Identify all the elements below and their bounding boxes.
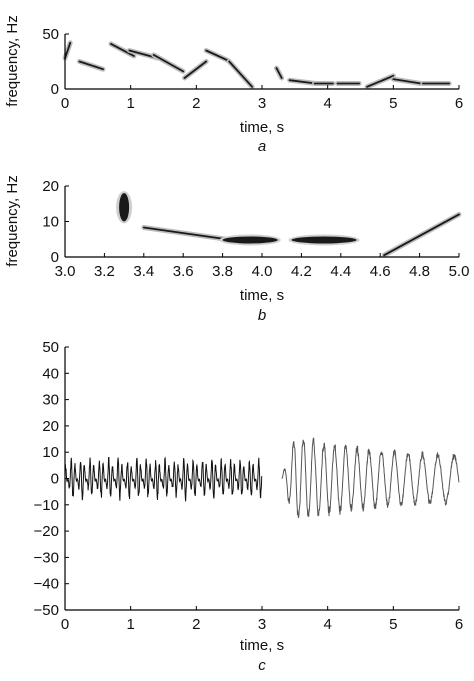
panel-b-xtick-label: 4.0 [252, 263, 273, 280]
panel-c-series-second [281, 437, 460, 518]
panel-c-xlabel: time, s [240, 637, 284, 654]
panel-c-xtick-label: 5 [389, 616, 397, 633]
panel-b-xtick-label: 4.6 [370, 263, 391, 280]
panel-b-xtick-label: 3.6 [173, 263, 194, 280]
panel-b-ytick-label: 10 [42, 214, 59, 231]
panel-a-bg [0, 0, 474, 120]
panel-c-ytick-label: −40 [34, 576, 59, 593]
panel-a-xtick-label: 3 [258, 95, 266, 112]
panel-c-y-ticks: −50 −40 −30 −20 −10 0 10 20 30 40 50 [34, 339, 69, 619]
panel-c-ytick-label: 50 [42, 339, 59, 356]
panel-b-xlabel: time, s [240, 287, 284, 304]
panel-a-ridge [183, 60, 208, 79]
panel-a-x-ticks: 0 1 2 3 4 5 6 [61, 85, 463, 112]
panel-c-xtick-label: 3 [258, 616, 266, 633]
panel-b-ridge [383, 213, 460, 257]
panel-a-y-ticks: 0 50 [42, 26, 69, 98]
panel-a-xtick-label: 5 [389, 95, 397, 112]
panel-b-y-ticks: 0 10 20 [42, 178, 69, 266]
panel-a-ridge [275, 67, 283, 79]
panel-c-ytick-label: −10 [34, 497, 59, 514]
panel-b-xtick-label: 5.0 [449, 263, 470, 280]
panel-c-ytick-label: 0 [51, 471, 59, 488]
panel-a-xlabel: time, s [240, 119, 284, 136]
panel-b-xtick-label: 4.2 [291, 263, 312, 280]
panel-a-ridge [392, 78, 422, 85]
panel-c-ytick-label: 30 [42, 392, 59, 409]
panel-c-caption: c [258, 657, 266, 674]
panel-a-ytick-label: 50 [42, 26, 59, 43]
panel-c-xtick-label: 6 [455, 616, 463, 633]
panel-b-x-ticks: 3.0 3.2 3.4 3.6 3.8 4.0 4.2 4.4 4.6 4.8 5.0 [55, 253, 470, 280]
panel-b-ridge [222, 236, 278, 244]
panel-b-ytick-label: 0 [51, 249, 59, 266]
panel-b-xtick-label: 3.8 [212, 263, 233, 280]
panel-b-ridges [116, 191, 462, 258]
panel-b-xtick-label: 3.4 [133, 263, 154, 280]
panel-c-xtick-label: 4 [323, 616, 331, 633]
panel-a-caption: a [258, 138, 266, 155]
panel-c-ytick-label: 40 [42, 365, 59, 382]
panel-a-ridge [288, 79, 317, 85]
panel-a-ridge [205, 49, 229, 62]
panel-b-ridge [142, 226, 228, 241]
panel-a-ylabel: frequency, Hz [4, 15, 21, 106]
panel-b-ylabel: frequency, Hz [4, 175, 21, 266]
panel-b: 3.0 3.2 3.4 3.6 3.8 4.0 4.2 4.4 4.6 4.8 5.0 01020 … [4, 175, 469, 324]
panel-c-xtick-label: 1 [126, 616, 134, 633]
panel-b-xtick-label: 3.0 [55, 263, 76, 280]
panel-c-x-ticks: 0 1 2 3 4 5 6 [61, 606, 463, 633]
panel-a-xtick-label: 1 [126, 95, 134, 112]
panel-a-ytick-label: 0 [51, 81, 59, 98]
panel-c: 0 1 2 3 4 5 6 −50 −40 −30 −20 −10 0 10 20 30 40 50 time,… [34, 339, 464, 674]
panel-a-ridge [110, 43, 135, 57]
panel-c-series-first [64, 456, 263, 502]
panel-c-ytick-label: −20 [34, 523, 59, 540]
panel-a-xtick-label: 4 [323, 95, 331, 112]
panel-b-xtick-label: 4.4 [330, 263, 351, 280]
panel-a-ridge [64, 41, 72, 60]
panel-a-ridge [152, 54, 185, 73]
panel-c-ytick-label: 20 [42, 418, 59, 435]
panel-a-ridge [78, 60, 104, 71]
panel-b-ridge [291, 236, 357, 244]
panel-c-ytick-label: −30 [34, 549, 59, 566]
panel-a-ridges [62, 40, 452, 90]
panel-b-ytick-label: 20 [42, 178, 59, 195]
panel-b-xtick-label: 3.2 [94, 263, 115, 280]
panel-c-xtick-label: 2 [192, 616, 200, 633]
panel-c-ytick-label: 10 [42, 444, 59, 461]
panel-a-xtick-label: 0 [61, 95, 69, 112]
panel-a: 0 1 2 3 4 5 6 0 50 time, s frequency, Hz a [0, 0, 474, 155]
panel-a-ridge [366, 74, 395, 88]
panel-c-ytick-label: −50 [34, 602, 59, 619]
panel-a-xtick-label: 6 [455, 95, 463, 112]
panel-b-xtick-label: 4.8 [409, 263, 430, 280]
panel-c-xtick-label: 0 [61, 616, 69, 633]
panel-a-ridge [228, 60, 254, 88]
panel-b-ridge [119, 193, 130, 222]
panel-a-xtick-label: 2 [192, 95, 200, 112]
panel-b-caption: b [258, 307, 266, 324]
